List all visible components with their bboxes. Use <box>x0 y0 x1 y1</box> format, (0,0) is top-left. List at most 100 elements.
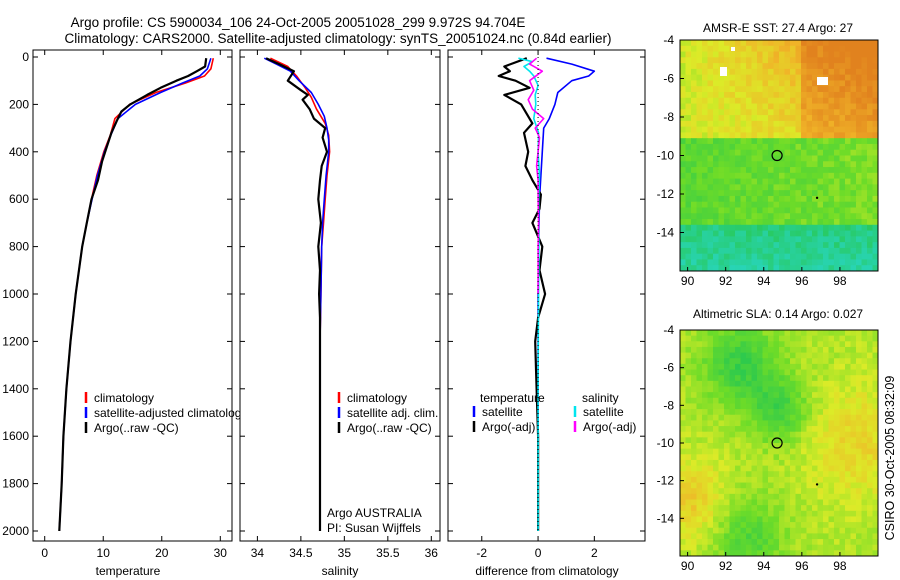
sla-cells-cell <box>729 352 736 359</box>
sla-cells-cell <box>850 476 857 484</box>
sla-cells-cell <box>751 505 758 512</box>
sst-cells-cell <box>713 45 720 53</box>
sst-cells-cell <box>867 253 874 261</box>
sal-legend-entry-2: Argo(..raw -QC) <box>347 421 432 435</box>
sla-cells-cell <box>795 369 802 376</box>
sla-cells-cell <box>828 493 835 501</box>
sst-cells-cell <box>850 45 857 53</box>
sst-cells-cell <box>685 259 692 266</box>
sla-cells-cell <box>707 539 714 546</box>
sla-cells-cell <box>713 476 720 484</box>
sla-cells-cell <box>806 448 813 455</box>
sla-cells-cell <box>724 550 731 556</box>
sla-cells-cell <box>790 330 797 337</box>
sst-cells-cell <box>850 207 857 214</box>
sla-cells-cell <box>757 516 764 523</box>
sst-cells-cell <box>850 201 857 209</box>
sla-cells-cell <box>861 380 868 388</box>
sla-cells-cell <box>850 505 857 512</box>
sst-cells-cell <box>724 242 731 249</box>
sst-cells-cell <box>685 91 692 99</box>
sst-cells-cell <box>806 68 813 76</box>
sla-cells-cell <box>867 330 874 337</box>
sst-cells-cell <box>729 190 736 197</box>
sla-cells-cell <box>801 471 808 478</box>
sla-cells-cell <box>872 414 878 421</box>
sst-cells-cell <box>746 45 753 53</box>
sst-cells-cell <box>817 161 824 168</box>
sst-cells-cell <box>735 45 742 53</box>
sla-cells-cell <box>757 409 764 416</box>
sst-cells-cell <box>817 247 824 255</box>
sla-cells-cell <box>856 448 863 455</box>
sla-cells-cell <box>834 403 841 410</box>
sla-cells-cell <box>845 426 852 433</box>
sla-cells-cell <box>762 437 769 444</box>
sla-cells-cell <box>735 420 742 427</box>
sla-cells-cell <box>795 392 802 399</box>
temp-ytick-label: 200 <box>9 97 29 111</box>
diff-series-salinity-argo-adj <box>527 57 545 294</box>
sla-cells-cell <box>762 544 769 551</box>
sla-cells-cell <box>872 369 878 376</box>
sla-cells-cell <box>685 544 692 551</box>
sst-cells-cell <box>795 178 802 185</box>
sst-cells-cell <box>729 236 736 243</box>
sst-cells-cell <box>773 115 780 122</box>
sst-cells-cell <box>817 51 824 58</box>
sla-cells-cell <box>856 352 863 359</box>
sst-cells-cell <box>817 115 824 122</box>
sst-cells-cell <box>740 184 747 191</box>
sla-cells-cell <box>784 426 791 433</box>
sst-cells-cell <box>702 172 709 180</box>
sst-cells-cell <box>735 172 742 180</box>
sst-cells-cell <box>729 57 736 64</box>
sst-cells-cell <box>801 224 808 232</box>
sla-cells-cell <box>680 420 687 427</box>
sla-cells-cell <box>817 431 824 438</box>
sla-cells-cell <box>779 527 786 534</box>
sst-cells-cell <box>757 57 764 64</box>
sla-cells-cell <box>746 499 753 506</box>
sla-cells-cell <box>806 476 813 484</box>
sst-cells-cell <box>845 91 852 99</box>
sla-cells-cell <box>779 414 786 421</box>
sla-cells-cell <box>740 443 747 450</box>
sst-cells-cell <box>724 149 731 157</box>
sst-cells-cell <box>861 57 868 64</box>
sla-cells-cell <box>773 459 780 467</box>
sst-cells-cell <box>768 74 775 82</box>
sst-cells-cell <box>729 161 736 168</box>
sla-cells-cell <box>806 499 813 506</box>
sst-cells-cell <box>845 80 852 87</box>
sla-cells-cell <box>839 488 846 495</box>
sla-cells-cell <box>746 403 753 410</box>
sla-cells-cell <box>856 544 863 551</box>
sst-cells-cell <box>867 109 874 116</box>
sla-cells-cell <box>817 448 824 455</box>
sst-ticks-ytick-label: -14 <box>657 226 675 240</box>
sla-cells-cell <box>861 426 868 433</box>
sst-cells-cell <box>735 236 742 243</box>
sst-cells-cell <box>812 109 819 116</box>
sla-cells-cell <box>784 544 791 551</box>
sst-cells-cell <box>823 236 830 243</box>
sla-cells-cell <box>713 397 720 405</box>
sla-cells-cell <box>872 352 878 359</box>
sla-cells-cell <box>861 550 868 556</box>
sla-cells-cell <box>707 392 714 399</box>
sst-cells-cell <box>834 230 841 237</box>
sst-cells-cell <box>729 259 736 266</box>
sla-cells-cell <box>779 431 786 438</box>
sla-cells-cell <box>685 330 692 337</box>
sla-cells-cell <box>729 505 736 512</box>
sst-cells-cell <box>724 236 731 243</box>
sst-cells-cell <box>867 265 874 271</box>
sst-cells-cell <box>773 190 780 197</box>
sst-cells-cell <box>872 265 878 271</box>
sst-cells-cell <box>773 97 780 105</box>
sst-cells-cell <box>790 126 797 134</box>
sla-cells-cell <box>773 341 780 348</box>
sla-cells-cell <box>795 533 802 540</box>
sst-cells-cell <box>790 224 797 232</box>
